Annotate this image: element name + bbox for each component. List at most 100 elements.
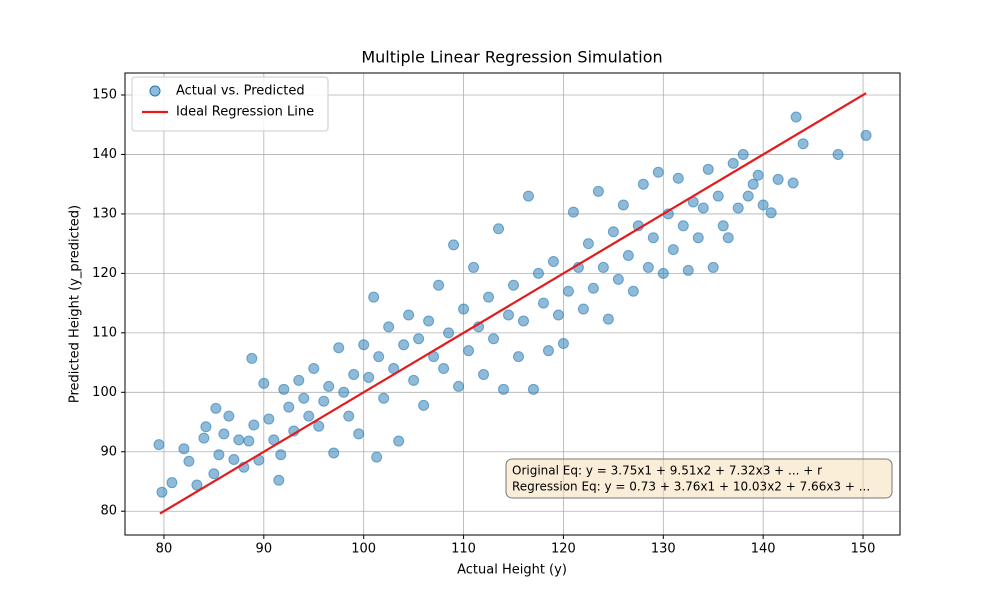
scatter-point xyxy=(153,439,165,451)
plot-area xyxy=(153,92,872,515)
scatter-point xyxy=(507,279,519,291)
scatter-point xyxy=(747,178,759,190)
x-tick-label: 120 xyxy=(551,542,576,557)
scatter-point xyxy=(765,207,777,219)
scatter-point xyxy=(557,338,569,350)
x-tick-label: 150 xyxy=(851,542,876,557)
axes-frame xyxy=(124,72,901,536)
scatter-point xyxy=(433,279,445,291)
scatter-point xyxy=(398,339,410,351)
scatter-point xyxy=(283,401,295,413)
scatter-point xyxy=(183,455,195,467)
scatter-point xyxy=(273,474,285,486)
scatter-point xyxy=(732,202,744,214)
scatter-point xyxy=(378,392,390,404)
x-tick-label: 80 xyxy=(156,542,173,557)
scatter-point xyxy=(228,453,240,465)
scatter-point xyxy=(453,380,465,392)
scatter-point xyxy=(383,321,395,333)
y-tick-label: 140 xyxy=(92,147,117,162)
y-tick-label: 100 xyxy=(92,385,117,400)
scatter-point xyxy=(647,232,659,244)
scatter-point xyxy=(200,421,212,433)
scatter-point xyxy=(371,451,383,463)
scatter-point xyxy=(353,428,365,440)
scatter-point xyxy=(463,345,475,357)
scatter-point xyxy=(413,333,425,345)
scatter-point xyxy=(592,185,604,197)
chart-title: Multiple Linear Regression Simulation xyxy=(361,48,662,67)
scatter-point xyxy=(597,261,609,273)
scatter-point xyxy=(448,239,460,251)
annotation-text: Original Eq: y = 3.75x1 + 9.51x2 + 7.32x… xyxy=(512,464,822,478)
scatter-point xyxy=(527,383,539,395)
scatter-point xyxy=(263,413,275,425)
x-axis-label: Actual Height (y) xyxy=(457,563,567,578)
x-tick-label: 130 xyxy=(651,542,676,557)
scatter-point xyxy=(258,377,270,389)
scatter-point xyxy=(652,166,664,178)
regression-line xyxy=(159,92,867,515)
y-tick-label: 90 xyxy=(100,444,117,459)
scatter-point xyxy=(552,309,564,321)
scatter-point xyxy=(248,419,260,431)
scatter-point xyxy=(637,178,649,190)
y-tick-label: 130 xyxy=(92,206,117,221)
scatter-point xyxy=(752,169,764,181)
scatter-point xyxy=(213,449,225,461)
legend-label: Actual vs. Predicted xyxy=(176,84,305,99)
annotation-text: Regression Eq: y = 0.73 + 3.76x1 + 10.03… xyxy=(512,480,870,494)
scatter-point xyxy=(278,383,290,395)
scatter-point xyxy=(737,148,749,160)
scatter-point xyxy=(178,443,190,455)
scatter-point xyxy=(313,420,325,432)
scatter-point xyxy=(860,129,872,141)
scatter-point xyxy=(727,157,739,169)
scatter-point xyxy=(303,410,315,422)
scatter-point xyxy=(667,244,679,256)
scatter-point xyxy=(712,190,724,202)
scatter-point xyxy=(612,273,624,285)
scatter-point xyxy=(275,449,287,461)
scatter-point xyxy=(418,399,430,411)
legend-label: Ideal Regression Line xyxy=(176,105,314,120)
scatter-point xyxy=(692,232,704,244)
y-tick-label: 110 xyxy=(92,325,117,340)
scatter-point xyxy=(567,206,579,218)
scatter-point xyxy=(617,199,629,211)
scatter-point xyxy=(343,410,355,422)
scatter-point xyxy=(797,138,809,150)
scatter-point xyxy=(246,352,258,364)
scatter-point xyxy=(243,435,255,447)
scatter-point xyxy=(757,199,769,211)
scatter-point xyxy=(233,434,245,446)
scatter-point xyxy=(338,386,350,398)
scatter-point xyxy=(393,435,405,447)
scatter-point xyxy=(682,264,694,276)
scatter-point xyxy=(308,363,320,375)
scatter-point xyxy=(210,402,222,414)
scatter-point xyxy=(787,177,799,189)
scatter-point xyxy=(208,468,220,480)
scatter-point xyxy=(423,315,435,327)
scatter-point xyxy=(438,363,450,375)
scatter-point xyxy=(323,380,335,392)
scatter-point xyxy=(298,392,310,404)
scatter-point xyxy=(547,255,559,267)
scatter-point xyxy=(293,374,305,386)
scatter-point xyxy=(478,368,490,380)
scatter-point xyxy=(677,220,689,232)
scatter-point xyxy=(707,261,719,273)
scatter-point xyxy=(503,309,515,321)
scatter-point xyxy=(607,226,619,238)
scatter-point xyxy=(493,223,505,235)
scatter-point xyxy=(702,163,714,175)
scatter-point xyxy=(672,172,684,184)
scatter-point xyxy=(198,432,210,444)
scatter-point xyxy=(373,351,385,363)
x-tick-label: 140 xyxy=(751,542,776,557)
scatter-point xyxy=(582,238,594,250)
scatter-point xyxy=(363,371,375,383)
